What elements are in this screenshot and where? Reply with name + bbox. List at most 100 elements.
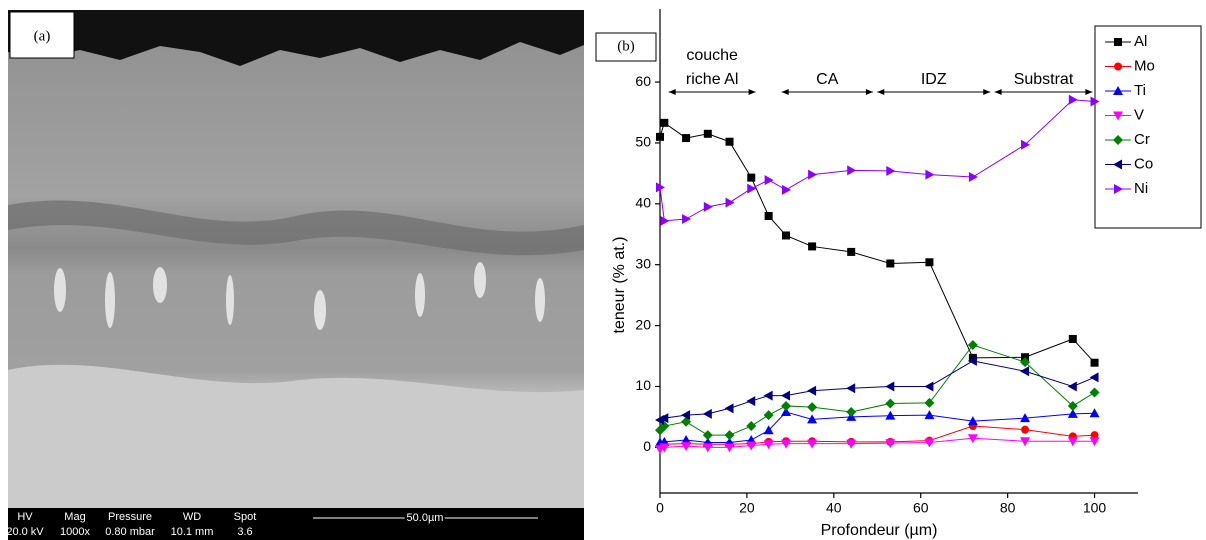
x-tick-label: 60 (913, 500, 929, 516)
marker (924, 397, 935, 408)
info-header: Pressure (108, 511, 152, 523)
y-tick-label: 50 (635, 134, 651, 150)
marker (703, 201, 713, 212)
marker (763, 410, 774, 421)
marker (1020, 413, 1031, 423)
marker (681, 442, 692, 452)
panel-label: (a) (34, 28, 51, 44)
legend-label: Al (1134, 33, 1147, 50)
marker (885, 439, 896, 449)
marker (763, 425, 774, 435)
marker (847, 247, 856, 256)
legend-marker (1114, 62, 1122, 71)
marker (725, 197, 735, 208)
marker (967, 340, 978, 351)
marker (807, 414, 818, 424)
marker (763, 440, 774, 450)
marker (781, 390, 791, 401)
region-label: Substrat (1014, 71, 1074, 88)
marker (885, 381, 895, 392)
marker (1020, 357, 1031, 368)
y-tick-label: 0 (643, 438, 651, 454)
legend-marker (1114, 38, 1122, 46)
marker (781, 439, 792, 449)
marker (681, 416, 692, 427)
marker (885, 398, 896, 409)
marker (746, 441, 757, 451)
legend-box (1094, 25, 1202, 229)
resin (8, 10, 584, 66)
series-line (659, 122, 1095, 364)
legend-marker (1113, 135, 1123, 145)
marker (1067, 437, 1078, 447)
precipitates (54, 262, 545, 330)
info-value: 0.80 mbar (105, 526, 155, 538)
legend-label: Co (1134, 155, 1153, 172)
marker (681, 435, 692, 445)
marker (764, 211, 773, 220)
panel-label-box (595, 32, 657, 62)
marker (747, 173, 756, 182)
legend-label: Ni (1134, 180, 1148, 197)
x-tick-label: 100 (1083, 500, 1107, 516)
marker (1067, 408, 1078, 418)
marker (659, 443, 670, 453)
marker (1068, 94, 1078, 105)
marker (1067, 400, 1078, 411)
y-tick-label: 60 (635, 73, 651, 89)
marker (724, 430, 735, 441)
legend-label: Ti (1134, 82, 1146, 99)
marker (846, 383, 856, 394)
info-header: Mag (64, 511, 85, 523)
series-line (659, 425, 1095, 446)
marker (660, 118, 669, 127)
marker (886, 165, 896, 176)
x-tick-label: 40 (826, 500, 842, 516)
marker (924, 438, 935, 448)
region-label: IDZ (921, 71, 947, 88)
marker (746, 396, 756, 407)
marker (1067, 381, 1077, 392)
micrograph: (a) 50.0µm HV Mag Pressure WD Spot 20.0 … (6, 10, 584, 540)
region-label: riche Al (686, 71, 738, 88)
porous-layer (8, 200, 584, 256)
legend-marker (1114, 184, 1123, 194)
marker (925, 258, 934, 267)
marker (1089, 372, 1099, 383)
marker (782, 184, 792, 195)
info-value: 1000x (60, 526, 90, 538)
x-tick-label: 0 (656, 500, 664, 516)
marker (1090, 358, 1099, 367)
marker (924, 381, 934, 392)
marker (807, 385, 817, 396)
marker (656, 182, 665, 193)
marker (808, 242, 817, 251)
series-line (659, 411, 1095, 443)
panel-label-box (9, 11, 75, 59)
marker (846, 407, 857, 418)
marker (782, 231, 791, 240)
marker (781, 400, 792, 411)
marker (1089, 408, 1100, 418)
marker (703, 129, 712, 138)
marker (682, 134, 691, 143)
marker (1090, 96, 1100, 107)
region-label: CA (816, 71, 839, 88)
legend-label: Mo (1134, 57, 1155, 74)
series-line (659, 344, 1095, 436)
series-line (659, 437, 1095, 450)
info-value: 20.0 kV (6, 526, 44, 538)
marker (807, 439, 818, 449)
legend-label: Cr (1134, 131, 1150, 148)
info-header: HV (17, 511, 33, 523)
marker (1068, 334, 1077, 343)
marker (702, 443, 713, 453)
x-tick-label: 20 (739, 500, 755, 516)
marker (847, 165, 857, 176)
marker (659, 413, 669, 424)
x-axis-label: Profondeur (µm) (821, 522, 938, 539)
marker (846, 439, 857, 449)
marker (1089, 437, 1100, 447)
marker (725, 137, 734, 146)
